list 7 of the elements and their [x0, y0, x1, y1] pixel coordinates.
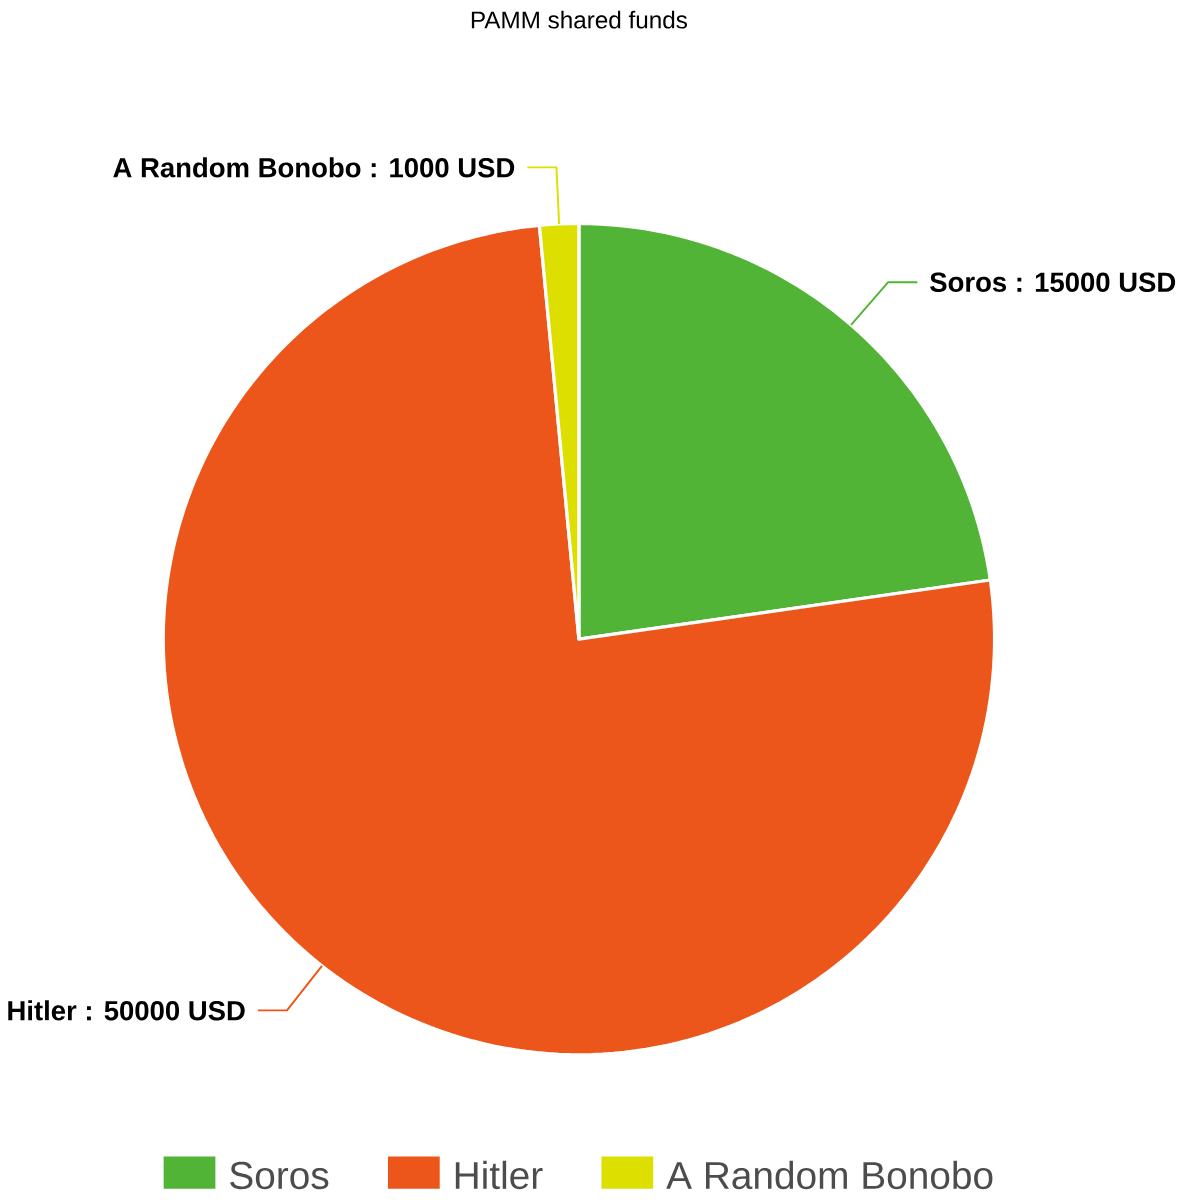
chart-title: PAMM shared funds: [472, 10, 688, 29]
legend-label: A Random Bonobo: [666, 1160, 993, 1190]
data-label: Soros : 15000 USD: [930, 272, 1176, 292]
data-label: A Random Bonobo : 1000 USD: [113, 157, 515, 178]
data-label: Hitler : 50000 USD: [8, 1000, 245, 1021]
legend-label: Soros: [230, 1161, 329, 1190]
legend-label: Hitler: [455, 1160, 543, 1190]
